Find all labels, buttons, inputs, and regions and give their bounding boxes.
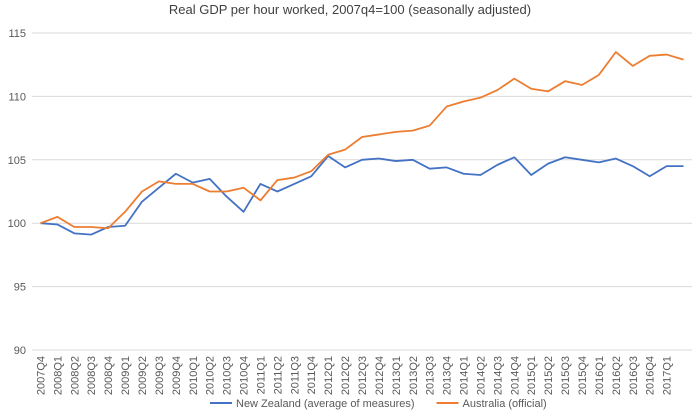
x-tick-label: 2016Q3 bbox=[628, 356, 640, 395]
legend-label: New Zealand (average of measures) bbox=[236, 398, 415, 410]
x-tick-label: 2008Q1 bbox=[52, 356, 64, 395]
x-tick-label: 2010Q3 bbox=[222, 356, 234, 395]
x-tick-label: 2015Q4 bbox=[577, 356, 589, 395]
x-tick-label: 2007Q4 bbox=[35, 356, 47, 395]
x-tick-label: 2011Q3 bbox=[289, 356, 301, 394]
x-tick-label: 2009Q2 bbox=[137, 356, 149, 395]
y-tick-label: 95 bbox=[14, 282, 26, 294]
chart-title: Real GDP per hour worked, 2007q4=100 (se… bbox=[169, 2, 531, 17]
x-tick-label: 2012Q1 bbox=[323, 356, 335, 395]
x-tick-label: 2015Q1 bbox=[526, 356, 538, 395]
x-tick-label: 2013Q2 bbox=[408, 356, 420, 395]
x-tick-label: 2011Q4 bbox=[306, 356, 318, 394]
x-tick-label: 2014Q4 bbox=[509, 356, 521, 395]
x-tick-label: 2013Q1 bbox=[391, 356, 403, 395]
x-tick-label: 2016Q2 bbox=[611, 356, 623, 395]
x-tick-label: 2016Q1 bbox=[594, 356, 606, 395]
x-tick-label: 2013Q3 bbox=[425, 356, 437, 395]
series-line bbox=[40, 155, 684, 236]
x-tick-label: 2012Q3 bbox=[357, 356, 369, 395]
x-tick-label: 2009Q1 bbox=[120, 356, 132, 395]
x-tick-label: 2014Q3 bbox=[492, 356, 504, 395]
x-tick-label: 2017Q1 bbox=[662, 356, 674, 395]
y-tick-label: 90 bbox=[14, 345, 26, 357]
x-tick-label: 2015Q2 bbox=[543, 356, 555, 395]
x-tick-label: 2011Q2 bbox=[272, 356, 284, 394]
x-tick-label: 2014Q2 bbox=[475, 356, 487, 395]
x-tick-label: 2015Q3 bbox=[560, 356, 572, 395]
x-tick-label: 2008Q3 bbox=[86, 356, 98, 395]
x-tick-label: 2014Q1 bbox=[459, 356, 471, 395]
series-line bbox=[40, 51, 684, 230]
x-tick-label: 2009Q4 bbox=[171, 356, 183, 395]
x-tick-label: 2010Q2 bbox=[205, 356, 217, 395]
x-tick-label: 2016Q4 bbox=[645, 356, 657, 395]
x-tick-label: 2008Q4 bbox=[103, 356, 115, 395]
x-tick-label: 2011Q1 bbox=[255, 356, 267, 394]
x-tick-label: 2009Q3 bbox=[154, 356, 166, 395]
y-tick-label: 100 bbox=[8, 218, 26, 230]
x-tick-label: 2012Q2 bbox=[340, 356, 352, 395]
y-tick-label: 105 bbox=[8, 155, 26, 167]
y-tick-label: 115 bbox=[8, 28, 26, 40]
legend-label: Australia (official) bbox=[463, 398, 547, 410]
x-tick-label: 2012Q4 bbox=[374, 356, 386, 395]
x-tick-label: 2010Q4 bbox=[239, 356, 251, 395]
x-tick-label: 2008Q2 bbox=[69, 356, 81, 395]
y-tick-label: 110 bbox=[8, 91, 26, 103]
x-tick-label: 2013Q4 bbox=[442, 356, 454, 395]
x-tick-label: 2010Q1 bbox=[188, 356, 200, 395]
